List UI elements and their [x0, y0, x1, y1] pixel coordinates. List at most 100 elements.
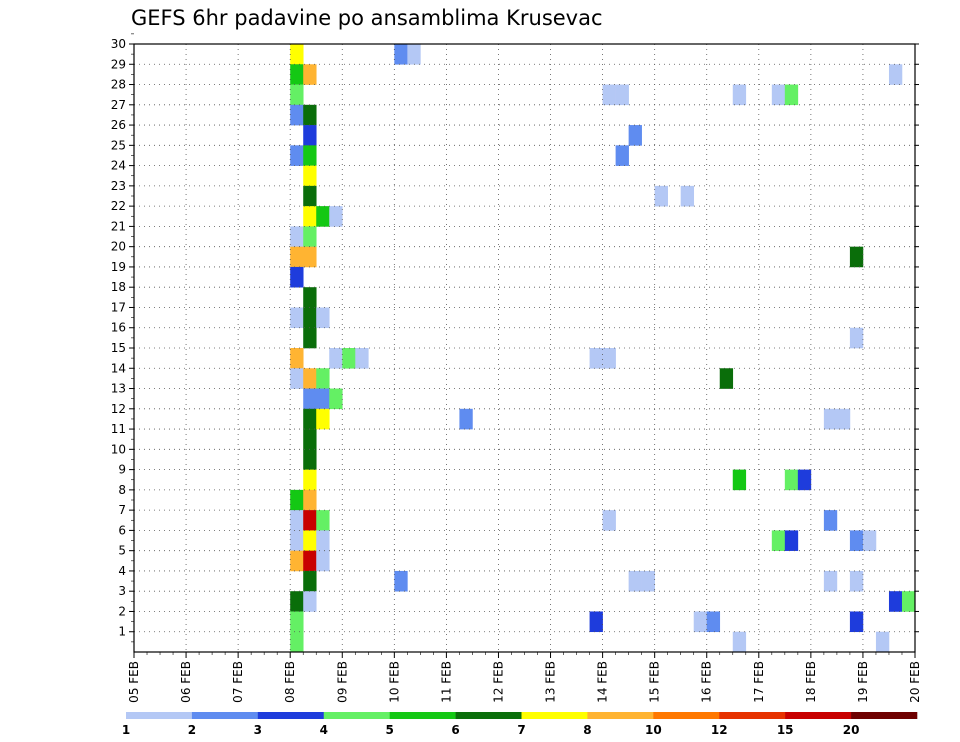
y-tick-label: 11 [111, 422, 126, 436]
x-tick-label: 16 FEB [700, 661, 714, 703]
heatmap-cell [290, 44, 304, 65]
heatmap-cell [290, 510, 304, 531]
heatmap-cell [901, 591, 916, 612]
heatmap-cell [862, 530, 877, 551]
y-tick-label: 6 [118, 523, 126, 537]
heatmap-cell [329, 348, 343, 369]
colorbar-label: 4 [320, 723, 328, 737]
heatmap-cell [836, 408, 851, 430]
heatmap-cell [290, 145, 304, 166]
heatmap-cell [316, 368, 330, 389]
heatmap-cell [615, 84, 629, 106]
x-tick-label: 18 FEB [804, 661, 818, 703]
colorbar-label: 20 [843, 723, 860, 737]
heatmap-cell [849, 327, 864, 349]
colorbar-swatch [785, 712, 852, 719]
heatmap-cell [303, 368, 317, 389]
x-axis: 05 FEB 06 FEB 07 FEB 08 FEB 09 FEB 10 FEB 11 F… [127, 652, 922, 703]
x-tick-label: 08 FEB [283, 661, 297, 703]
heatmap-cell [732, 469, 747, 491]
x-tick-label: 12 FEB [491, 661, 505, 703]
heatmap-cell [316, 206, 330, 227]
heatmap-cell [732, 84, 747, 106]
heatmap-cell [784, 530, 799, 551]
y-tick-label: 24 [111, 159, 126, 173]
heatmap-cell [602, 510, 616, 531]
y-tick-label: 18 [111, 280, 126, 294]
heatmap-cell [602, 84, 616, 106]
colorbar: 1 2 3 4 5 6 7 8 10 12 15 20 [122, 712, 918, 737]
y-tick-label: 14 [111, 361, 126, 375]
heatmap-cell [732, 631, 747, 653]
heatmap-cell [303, 206, 317, 227]
heatmap-cell [823, 570, 838, 592]
heatmap-cell [303, 104, 317, 126]
y-tick-label: 13 [111, 382, 126, 396]
colorbar-swatch [521, 712, 588, 719]
x-tick-label: 15 FEB [648, 661, 662, 703]
heatmap-cell [290, 348, 304, 369]
heatmap-cell [303, 408, 317, 430]
heatmap-cell [303, 550, 317, 572]
y-tick-label: 22 [111, 199, 126, 213]
heatmap-cell [290, 631, 304, 653]
heatmap-cell [290, 84, 304, 106]
heatmap-cell [316, 408, 330, 430]
y-tick-label: 20 [111, 240, 126, 254]
heatmap-cell [303, 469, 317, 491]
heatmap-cell [303, 287, 317, 308]
y-tick-label: 17 [111, 300, 126, 314]
colorbar-swatch [587, 712, 654, 719]
heatmap-cell [628, 125, 642, 146]
y-tick-label: 28 [111, 78, 126, 92]
heatmap-cell [290, 368, 304, 389]
heatmap-cell [303, 591, 317, 612]
heatmap-cell [394, 44, 408, 65]
y-tick-label: 5 [118, 544, 126, 558]
heatmap-cell [394, 570, 408, 592]
heatmap-cell [849, 246, 864, 268]
heatmap-cell [290, 611, 304, 633]
heatmap-cell [303, 429, 317, 450]
heatmap-cell [407, 44, 421, 65]
colorbar-label: 6 [451, 723, 459, 737]
heatmap-cell [290, 226, 304, 247]
colorbar-label: 10 [645, 723, 662, 737]
heatmap-cell [290, 307, 304, 329]
heatmap-cell [290, 266, 304, 288]
heatmap-cell [303, 226, 317, 247]
heatmap-cell [316, 530, 330, 551]
heatmap-cell [290, 246, 304, 268]
y-tick-label: 9 [118, 463, 126, 477]
heatmap-cell [784, 469, 799, 491]
x-tick-label: 05 FEB [127, 661, 141, 703]
heatmap-cell [303, 165, 317, 187]
heatmap-cell [303, 530, 317, 551]
heatmap-cells [290, 44, 916, 653]
y-tick-label: 12 [111, 402, 126, 416]
x-tick-label: 07 FEB [231, 661, 245, 703]
heatmap-cell [615, 145, 629, 166]
heatmap-cell [849, 570, 864, 592]
heatmap-cell [329, 388, 343, 410]
heatmap-cell [303, 489, 317, 511]
colorbar-swatch [719, 712, 786, 719]
heatmap-cell [290, 64, 304, 85]
x-tick-label: 06 FEB [179, 661, 193, 703]
heatmap-cell [303, 64, 317, 85]
colorbar-swatch [653, 712, 720, 719]
heatmap-cell [719, 368, 734, 389]
y-tick-label: 26 [111, 118, 126, 132]
heatmap-cell [290, 550, 304, 572]
colorbar-swatch [257, 712, 325, 719]
heatmap-cell [888, 591, 903, 612]
grid-lines [134, 44, 915, 652]
y-tick-label: 25 [111, 138, 126, 152]
colorbar-swatch [323, 712, 390, 719]
chart-title: GEFS 6hr padavine po ansamblima Krusevac [131, 6, 603, 30]
y-tick-label: 27 [111, 98, 126, 112]
heatmap-cell [823, 408, 838, 430]
heatmap-cell [303, 307, 317, 329]
heatmap-cell [654, 185, 668, 207]
heatmap-cell [303, 125, 317, 146]
